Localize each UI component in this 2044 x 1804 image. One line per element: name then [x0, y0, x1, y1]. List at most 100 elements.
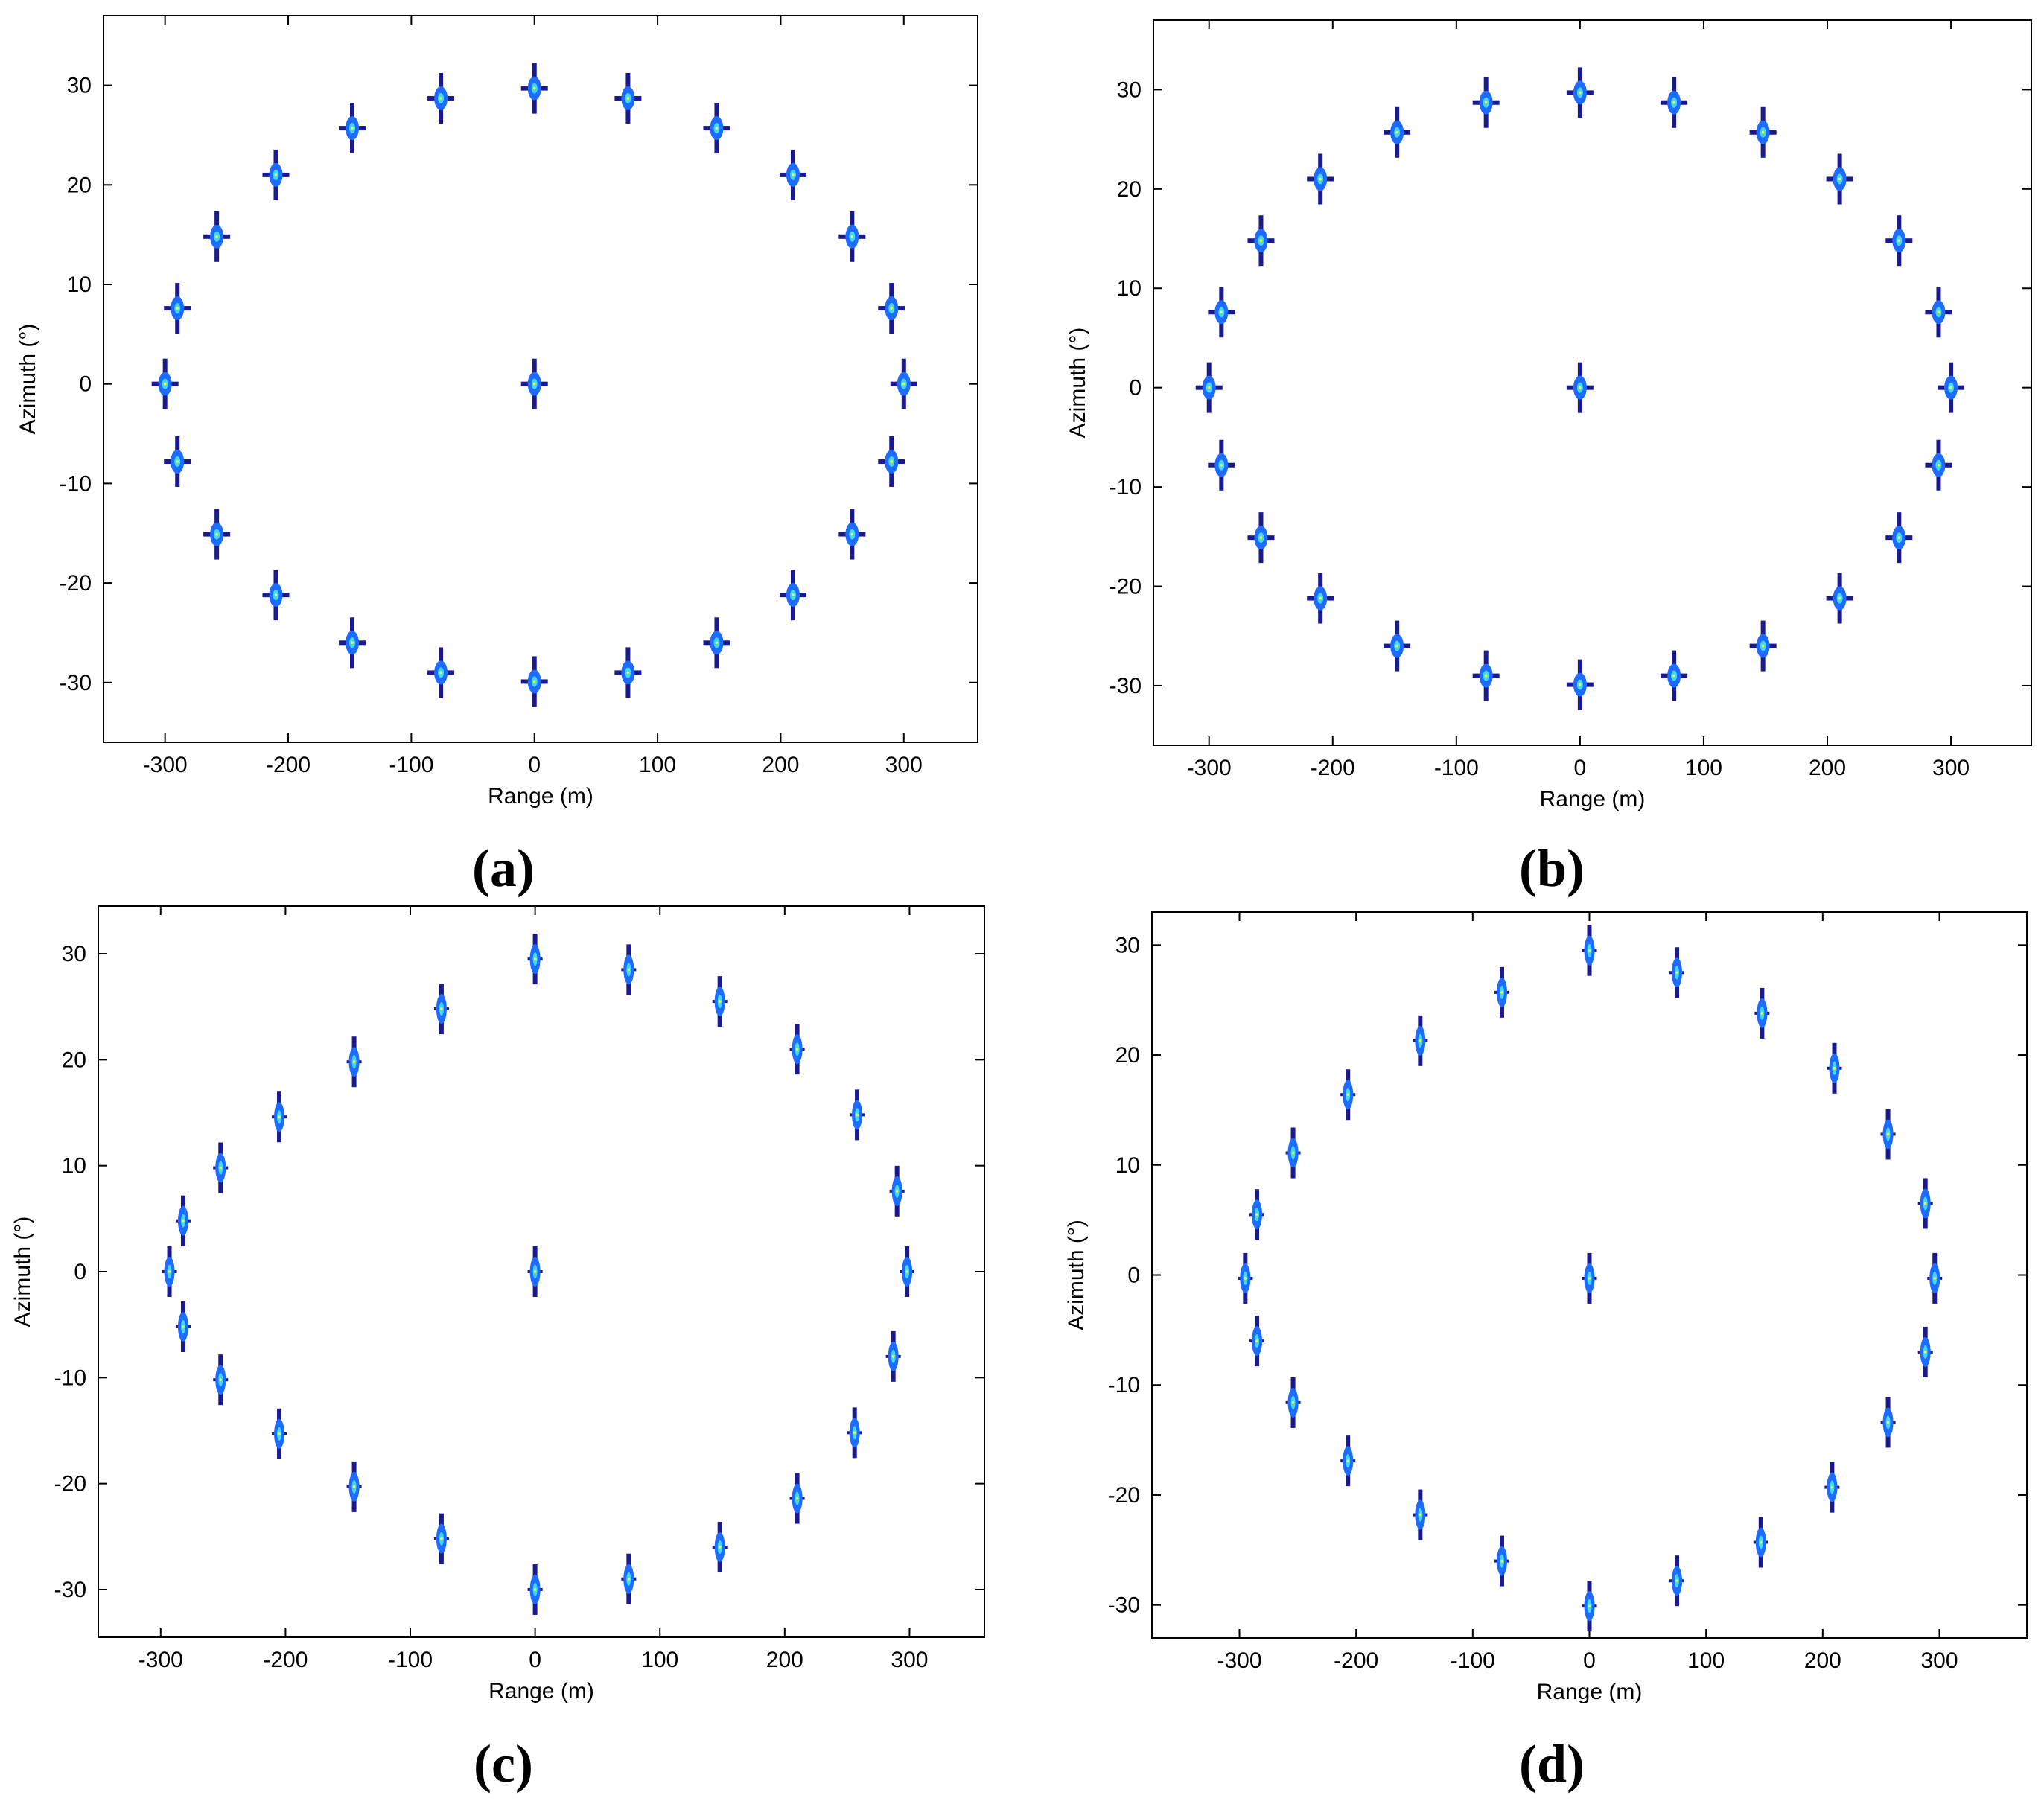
target-point: [1582, 925, 1597, 976]
x-tick-label: 0: [529, 1648, 541, 1672]
target-point: [1938, 362, 1965, 413]
target-point: [203, 509, 231, 560]
target-point: [900, 1246, 915, 1297]
y-axis-label: Azimuth (°): [10, 1217, 35, 1327]
y-tick-label: 10: [67, 272, 92, 297]
target-point: [1384, 106, 1411, 158]
target-point: [520, 656, 548, 707]
y-tick-label: 30: [62, 942, 86, 966]
y-tick-label: 30: [1115, 933, 1140, 957]
target-point: [1582, 1252, 1597, 1304]
target-point: [1340, 1435, 1356, 1487]
target-point: [1824, 1462, 1840, 1513]
chart-panel-a: -300 -200 -100 0 100 200 300-30-20-100102030Ra…: [16, 15, 978, 898]
y-tick-label: 30: [67, 74, 92, 98]
target-point: [614, 72, 642, 124]
target-point: [1340, 1069, 1356, 1121]
target-point: [262, 570, 290, 621]
target-point: [1208, 439, 1235, 491]
target-point: [1494, 1535, 1509, 1587]
x-tick-label: -100: [389, 753, 433, 777]
x-tick-label: 300: [1932, 756, 1970, 780]
target-point: [272, 1091, 287, 1143]
x-tick-label: 300: [885, 753, 923, 777]
x-tick-label: 0: [528, 753, 541, 777]
target-point: [427, 647, 455, 698]
target-point: [1307, 153, 1334, 205]
x-tick-label: 0: [1574, 756, 1587, 780]
x-tick-label: -200: [1334, 1648, 1378, 1673]
panel-caption: (d): [1519, 1734, 1585, 1794]
target-point: [1285, 1377, 1301, 1428]
target-point: [175, 1301, 191, 1353]
target-point: [262, 149, 290, 200]
target-point: [878, 283, 905, 334]
x-tick-label: -100: [388, 1648, 433, 1672]
target-point: [1669, 947, 1684, 998]
x-tick-label: -300: [139, 1648, 183, 1672]
panel-caption: (c): [474, 1734, 533, 1794]
target-point: [1285, 1127, 1301, 1179]
x-tick-label: 300: [891, 1648, 928, 1672]
target-point: [1208, 287, 1235, 338]
target-point: [1925, 287, 1952, 338]
y-tick-label: -10: [1109, 475, 1142, 500]
target-point: [1472, 77, 1500, 128]
target-point: [433, 984, 449, 1035]
target-point: [1749, 620, 1777, 672]
target-point: [1249, 1189, 1264, 1240]
target-point: [339, 617, 366, 669]
target-point: [1917, 1326, 1933, 1377]
target-point: [527, 1246, 543, 1297]
y-tick-label: 0: [79, 372, 92, 397]
y-axis-label: Azimuth (°): [1066, 328, 1090, 439]
target-point: [1249, 1316, 1264, 1367]
target-point: [1413, 1489, 1428, 1540]
target-point: [850, 1089, 865, 1141]
x-axis-label: Range (m): [488, 1679, 594, 1703]
x-tick-label: 300: [1920, 1648, 1958, 1673]
y-tick-label: -10: [1108, 1373, 1140, 1397]
x-tick-label: -300: [1217, 1648, 1261, 1673]
target-point: [1827, 1042, 1842, 1094]
target-point: [339, 103, 366, 154]
target-point: [779, 570, 806, 621]
x-tick-label: -100: [1434, 756, 1479, 780]
target-point: [1753, 1517, 1768, 1568]
x-tick-label: -200: [266, 753, 311, 777]
target-point: [1826, 153, 1853, 205]
target-point: [213, 1354, 229, 1406]
target-point: [1247, 512, 1275, 564]
x-tick-label: 100: [641, 1648, 678, 1672]
target-point: [614, 647, 642, 698]
target-point: [1754, 987, 1770, 1039]
y-tick-label: -20: [1109, 575, 1142, 599]
target-point: [703, 103, 730, 154]
target-point: [889, 1165, 905, 1217]
y-tick-label: -30: [1108, 1593, 1140, 1618]
target-point: [1880, 1397, 1896, 1448]
x-tick-label: 200: [762, 753, 799, 777]
y-tick-label: -20: [54, 1472, 86, 1497]
target-point: [1494, 966, 1509, 1018]
target-point: [272, 1408, 287, 1459]
target-point: [520, 63, 548, 114]
x-tick-label: 100: [1687, 1648, 1725, 1673]
y-tick-label: 20: [62, 1048, 86, 1072]
target-point: [1927, 1252, 1943, 1304]
x-tick-label: 200: [1804, 1648, 1841, 1673]
x-tick-label: -300: [1187, 756, 1232, 780]
chart-panel-b: -300 -200 -100 0 100 200 300-30-20-100102030Ra…: [1066, 19, 2032, 898]
target-point: [527, 1564, 543, 1615]
target-point: [1247, 215, 1275, 267]
target-point: [346, 1461, 362, 1512]
y-tick-label: -30: [54, 1578, 86, 1602]
target-point: [1566, 67, 1594, 118]
target-point: [1238, 1252, 1253, 1304]
target-point: [346, 1036, 362, 1088]
y-tick-label: -20: [1108, 1483, 1140, 1508]
y-tick-label: -20: [60, 571, 92, 596]
y-tick-label: -30: [1109, 674, 1142, 698]
target-point: [213, 1142, 229, 1193]
